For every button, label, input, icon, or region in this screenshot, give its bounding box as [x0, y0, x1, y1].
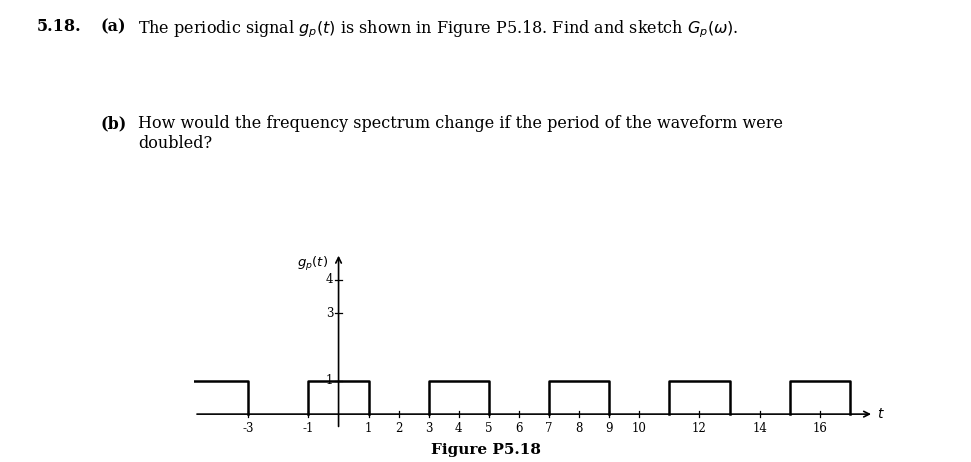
Text: 4: 4	[455, 421, 462, 435]
Text: 5.18.: 5.18.	[36, 18, 81, 36]
Text: 4: 4	[325, 273, 333, 286]
Text: How would the frequency spectrum change if the period of the waveform were
doubl: How would the frequency spectrum change …	[138, 116, 784, 152]
Text: 16: 16	[813, 421, 827, 435]
Text: 3: 3	[325, 307, 333, 320]
Text: 1: 1	[365, 421, 372, 435]
Text: $t$: $t$	[877, 407, 885, 421]
Text: 6: 6	[516, 421, 522, 435]
Text: 14: 14	[753, 421, 767, 435]
Text: 1: 1	[326, 374, 333, 387]
Text: (a): (a)	[100, 18, 125, 36]
Text: 3: 3	[425, 421, 432, 435]
Text: 7: 7	[546, 421, 552, 435]
Text: 5: 5	[486, 421, 492, 435]
Text: 10: 10	[632, 421, 647, 435]
Text: $g_p(t)$: $g_p(t)$	[297, 255, 328, 273]
Text: -1: -1	[303, 421, 315, 435]
Text: Figure P5.18: Figure P5.18	[430, 444, 541, 457]
Text: -3: -3	[243, 421, 254, 435]
Text: 8: 8	[576, 421, 583, 435]
Text: The periodic signal $g_p(t)$ is shown in Figure P5.18. Find and sketch $G_p(\ome: The periodic signal $g_p(t)$ is shown in…	[138, 18, 739, 40]
Text: 2: 2	[395, 421, 402, 435]
Text: 12: 12	[692, 421, 707, 435]
Text: 9: 9	[606, 421, 613, 435]
Text: (b): (b)	[100, 116, 126, 133]
